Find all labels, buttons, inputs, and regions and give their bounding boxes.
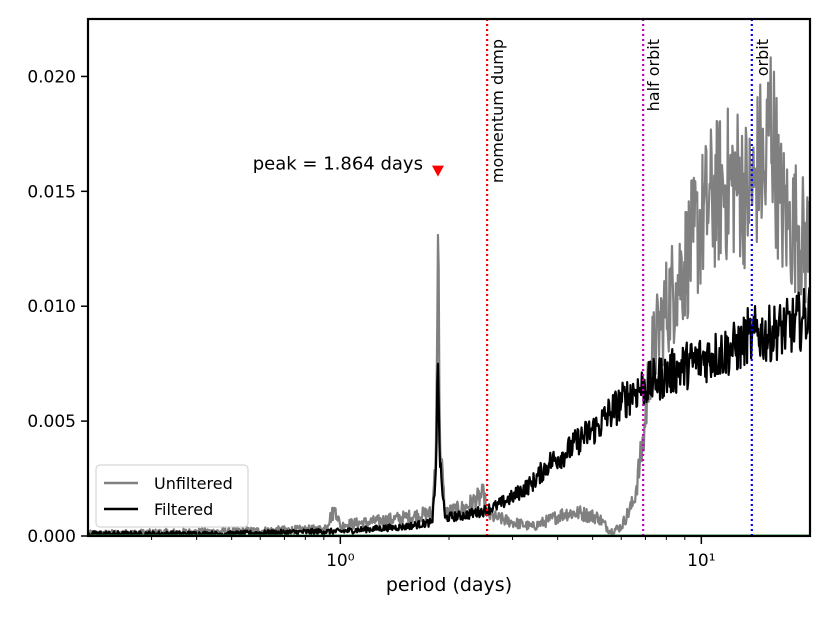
annotations: peak = 1.864 days <box>253 154 444 177</box>
axis-ticks: 0.000 0.005 0.010 0.015 0.020 10⁰ 10¹ <box>27 67 715 571</box>
legend-label-unfiltered: Unfiltered <box>154 474 233 493</box>
x-tick-label: 10⁰ <box>326 551 355 571</box>
legend: Unfiltered Filtered <box>95 464 249 528</box>
legend-box <box>95 464 249 528</box>
vline-label: momentum dump <box>488 39 507 183</box>
y-tick-label: 0.015 <box>27 182 76 202</box>
vline-label: half orbit <box>644 39 663 111</box>
legend-label-filtered: Filtered <box>154 500 213 519</box>
series-line-unfiltered <box>88 56 810 536</box>
reference-lines: momentum dump half orbit orbit <box>485 19 772 536</box>
vline-label: orbit <box>753 39 772 76</box>
peak-annotation-label: peak = 1.864 days <box>253 154 423 175</box>
peak-marker-icon <box>431 165 444 177</box>
x-axis-label: period (days) <box>386 574 512 596</box>
series-layer <box>88 56 810 536</box>
y-tick-label: 0.020 <box>27 67 76 87</box>
series-line-filtered <box>88 287 810 536</box>
y-tick-label: 0.000 <box>27 527 76 547</box>
plot-frame <box>86 17 812 538</box>
y-tick-label: 0.010 <box>27 297 76 317</box>
x-tick-label: 10¹ <box>687 551 715 571</box>
y-tick-label: 0.005 <box>27 412 76 432</box>
